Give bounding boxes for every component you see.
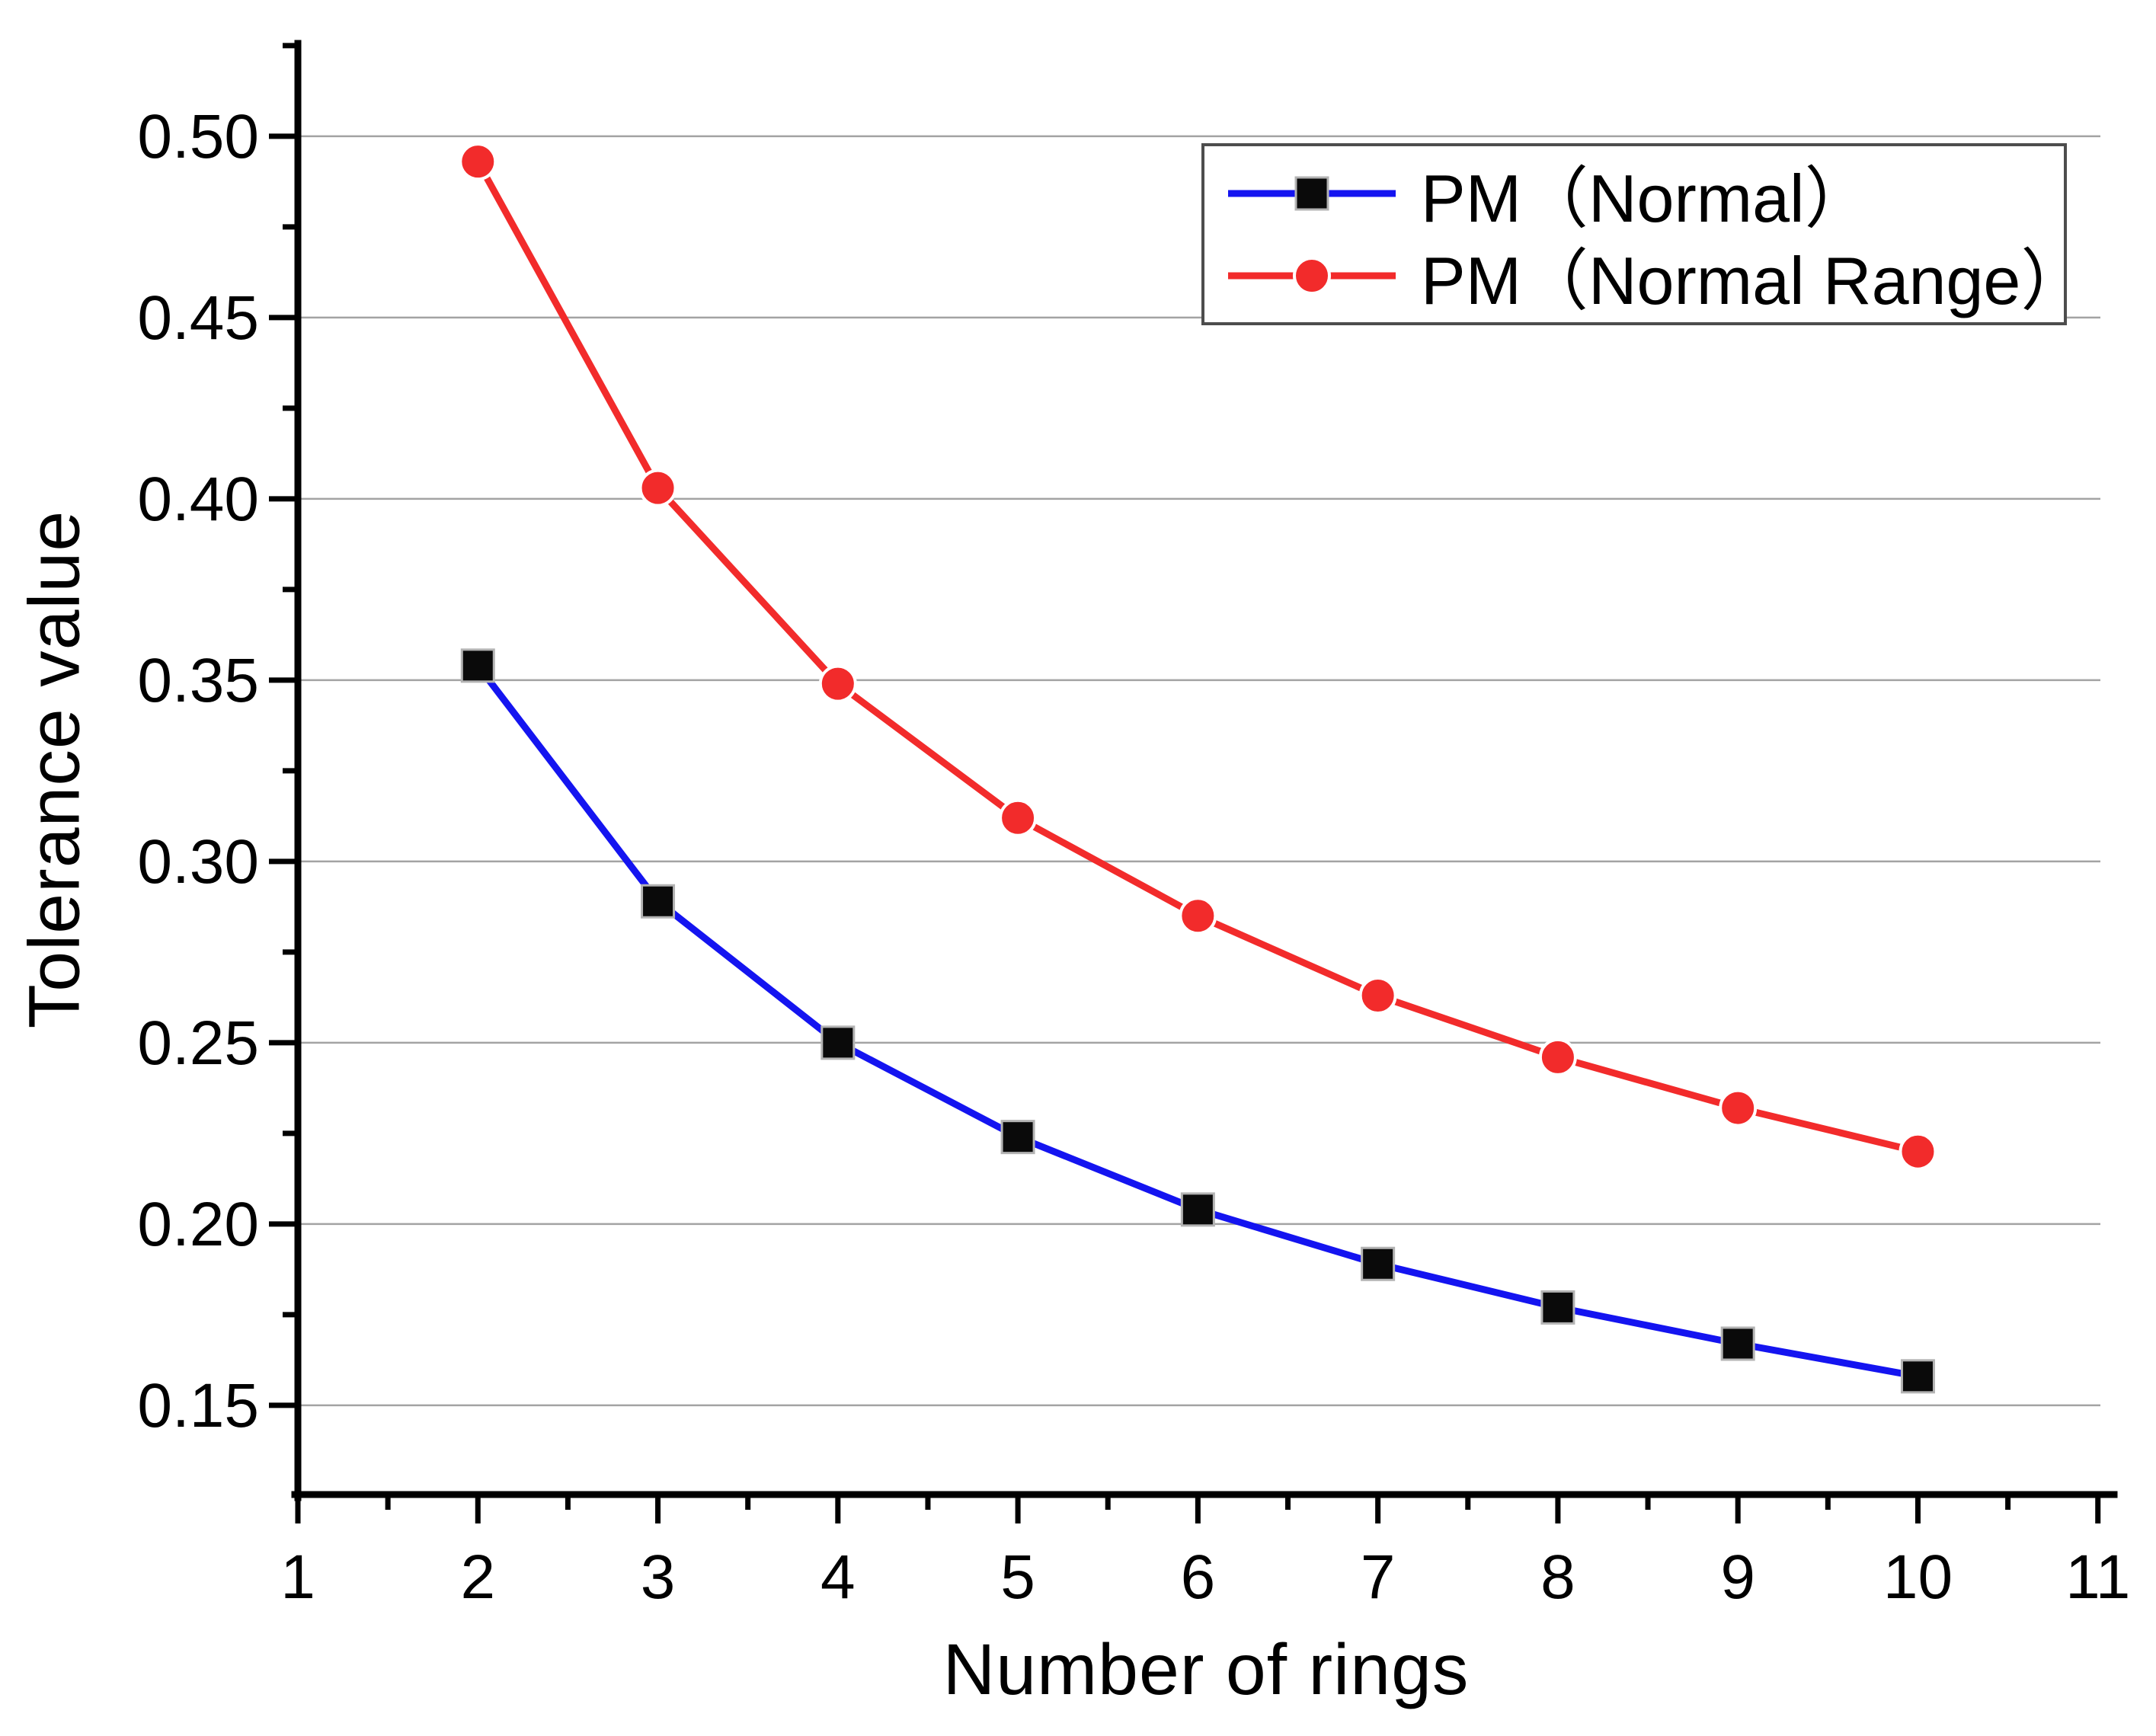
y-tick-label: 0.30 [137, 827, 259, 897]
data-point-marker-square [1000, 1120, 1035, 1155]
y-tick-label: 0.35 [137, 646, 259, 715]
legend-glyph-pm-normal-range [1228, 256, 1396, 295]
legend-label-pm-normal: PM（Normal） [1421, 161, 1872, 236]
legend-item-pm-normal-range: PM（Normal Range） [1224, 235, 2087, 318]
legend-glyph-pm-normal [1228, 176, 1396, 210]
series-pm-normal-line [474, 662, 1921, 1380]
data-point-marker-circle [1179, 897, 1217, 935]
data-point-marker-square [1180, 1192, 1215, 1227]
series-pm-normal-markers [460, 648, 1935, 1394]
data-point-marker-circle [459, 142, 497, 181]
x-tick-label: 8 [1540, 1543, 1575, 1612]
y-tick-label: 0.40 [137, 465, 259, 534]
gridline-group [298, 135, 2100, 1407]
y-axis-title: Tolerance value [14, 510, 95, 1029]
data-point-marker-square [1900, 1359, 1935, 1394]
y-tick-label: 0.20 [137, 1190, 259, 1259]
data-point-marker-circle [638, 468, 677, 507]
data-point-marker-square [1720, 1326, 1755, 1361]
x-tick-label: 10 [1883, 1543, 1953, 1612]
x-axis-title: Number of rings [942, 1629, 1470, 1710]
x-tick-label: 6 [1181, 1543, 1216, 1612]
x-tick-label: 9 [1720, 1543, 1755, 1612]
data-point-marker-circle [1538, 1037, 1577, 1076]
data-point-marker-square [1540, 1290, 1575, 1325]
y-tick-label: 0.45 [137, 283, 259, 353]
data-point-marker-square [460, 648, 495, 683]
legend-label-pm-normal-range: PM（Normal Range） [1421, 243, 2088, 318]
data-point-marker-square [641, 884, 676, 919]
x-tick-label: 11 [2065, 1543, 2130, 1612]
data-point-marker-circle [1719, 1089, 1758, 1127]
tick-label-group: 0.15 0.20 0.25 0.30 0.35 0.40 0.45 0.50 1 2 3 4 5 6 7 8… [137, 102, 2130, 1612]
data-point-marker-circle [818, 664, 857, 703]
data-point-marker-circle [1293, 256, 1331, 295]
x-tick-label: 7 [1361, 1543, 1396, 1612]
x-tick-label: 1 [280, 1543, 315, 1612]
x-tick-label: 4 [820, 1543, 856, 1612]
legend-item-pm-normal: PM（Normal） [1224, 152, 2064, 236]
data-point-marker-circle [999, 798, 1038, 837]
y-tick-label: 0.25 [137, 1009, 259, 1078]
y-tick-label: 0.15 [137, 1371, 259, 1440]
data-point-marker-square [1294, 176, 1329, 210]
tick-group [269, 43, 2101, 1523]
data-point-marker-circle [1358, 977, 1397, 1015]
legend-box: PM（Normal） PM（Normal Range） [1201, 143, 2087, 325]
data-point-marker-circle [1898, 1132, 1937, 1171]
x-tick-label: 3 [641, 1543, 676, 1612]
x-tick-label: 5 [1000, 1543, 1035, 1612]
data-point-marker-square [820, 1025, 856, 1060]
data-point-marker-square [1361, 1246, 1396, 1281]
series-pm-normal-range-markers [459, 142, 1937, 1171]
y-tick-label: 0.50 [137, 102, 259, 171]
x-tick-label: 2 [460, 1543, 495, 1612]
